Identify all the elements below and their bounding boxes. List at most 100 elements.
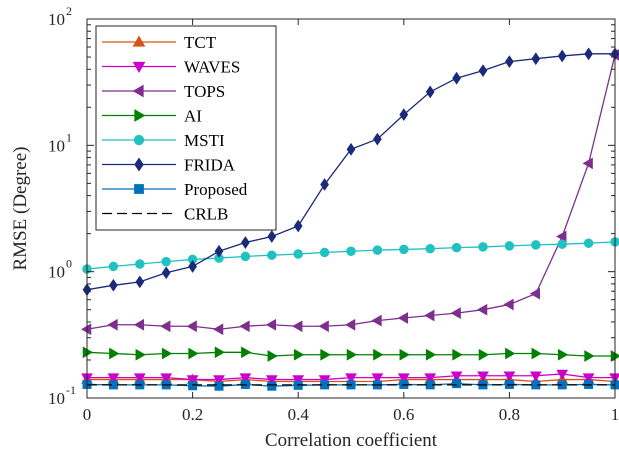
y-tick-label: 10: [48, 10, 65, 29]
series-frida: [82, 47, 619, 297]
legend-marker-tops: [132, 84, 144, 98]
data-point-proposed: [452, 379, 462, 389]
data-point-proposed: [267, 381, 277, 391]
data-point-tops: [133, 318, 145, 331]
data-point-msti: [161, 256, 171, 267]
data-point-frida: [161, 266, 171, 280]
data-point-frida: [557, 49, 567, 63]
series-waves: [81, 369, 619, 386]
series-tops: [80, 49, 619, 336]
data-point-msti: [267, 250, 277, 260]
series-layer: [80, 47, 619, 391]
legend-label-tct: TCT: [184, 33, 217, 52]
data-point-tops: [450, 307, 461, 319]
legend-box: [95, 25, 277, 231]
data-point-msti: [451, 242, 462, 253]
data-point-msti: [531, 240, 541, 250]
data-point-ai: [293, 348, 305, 361]
data-point-tops: [292, 320, 303, 333]
data-point-tops: [582, 157, 593, 170]
series-ai: [82, 346, 619, 362]
data-point-tops: [186, 320, 197, 333]
data-point-tops: [556, 230, 567, 243]
data-point-tops: [344, 318, 356, 331]
data-point-msti: [478, 242, 488, 252]
data-point-ai: [557, 348, 569, 361]
data-point-waves: [318, 375, 331, 386]
data-point-msti: [399, 244, 409, 255]
data-point-msti: [108, 261, 119, 272]
data-point-msti: [240, 251, 251, 262]
data-point-ai: [188, 347, 199, 360]
data-point-frida: [293, 219, 303, 233]
data-point-waves: [292, 375, 305, 386]
series-msti: [82, 237, 619, 274]
data-point-ai: [135, 348, 146, 361]
data-point-waves: [265, 375, 278, 386]
legend-marker-frida: [134, 157, 144, 172]
data-point-tops: [239, 320, 250, 333]
data-point-waves: [556, 369, 569, 380]
data-point-msti: [504, 241, 515, 251]
data-point-waves: [503, 371, 516, 382]
data-point-tops: [80, 323, 92, 336]
data-point-tops: [424, 309, 435, 322]
data-point-waves: [186, 375, 199, 386]
data-point-tops: [503, 298, 514, 311]
data-point-proposed: [214, 381, 224, 391]
x-tick-label: 0.4: [288, 405, 310, 424]
data-point-msti: [346, 246, 356, 257]
data-point-msti: [372, 245, 383, 255]
data-point-ai: [531, 347, 542, 360]
data-point-frida: [320, 178, 329, 191]
data-point-waves: [107, 373, 120, 384]
data-point-frida: [214, 244, 224, 258]
data-point-frida: [373, 132, 382, 146]
x-tick-label: 0: [83, 405, 92, 424]
legend-label-frida: FRIDA: [184, 156, 236, 175]
data-point-msti: [557, 239, 567, 249]
y-tick-exponent: 2: [66, 4, 72, 18]
data-point-frida: [109, 278, 118, 292]
legend-label-tops: TOPS: [184, 82, 225, 101]
data-point-msti: [425, 243, 435, 254]
data-point-frida: [505, 55, 514, 68]
data-point-msti: [319, 247, 330, 258]
data-point-waves: [424, 373, 437, 384]
data-point-ai: [241, 346, 252, 359]
data-point-waves: [133, 373, 146, 384]
data-point-ai: [161, 347, 173, 360]
legend-label-proposed: Proposed: [184, 180, 248, 199]
x-tick-label: 1: [611, 405, 619, 424]
legend-marker-proposed: [134, 184, 144, 194]
data-point-frida: [452, 71, 461, 85]
data-point-waves: [477, 371, 489, 382]
data-point-ai: [399, 348, 410, 361]
data-point-tops: [318, 320, 329, 333]
legend-label-ai: AI: [184, 107, 202, 126]
data-point-waves: [397, 373, 410, 384]
data-point-ai: [82, 346, 94, 359]
data-point-ai: [373, 348, 384, 361]
data-point-proposed: [188, 381, 198, 391]
x-axis-label: Correlation coefficient: [265, 430, 438, 451]
data-point-tops: [476, 303, 488, 316]
data-point-msti: [583, 238, 594, 248]
data-point-tops: [529, 287, 541, 300]
data-point-waves: [160, 373, 173, 384]
legend-marker-msti: [133, 134, 145, 146]
data-point-frida: [346, 142, 356, 156]
data-point-waves: [213, 375, 225, 386]
data-point-ai: [320, 348, 331, 361]
y-tick-label: 10: [48, 263, 65, 282]
data-point-waves: [450, 371, 463, 382]
data-point-ai: [214, 346, 226, 359]
data-point-msti: [293, 249, 303, 259]
y-tick-exponent: -1: [66, 383, 76, 397]
plot-frame: [86, 18, 616, 399]
data-point-frida: [399, 108, 409, 122]
data-point-tops: [107, 318, 118, 331]
data-point-waves: [582, 373, 595, 384]
data-point-ai: [346, 348, 358, 361]
